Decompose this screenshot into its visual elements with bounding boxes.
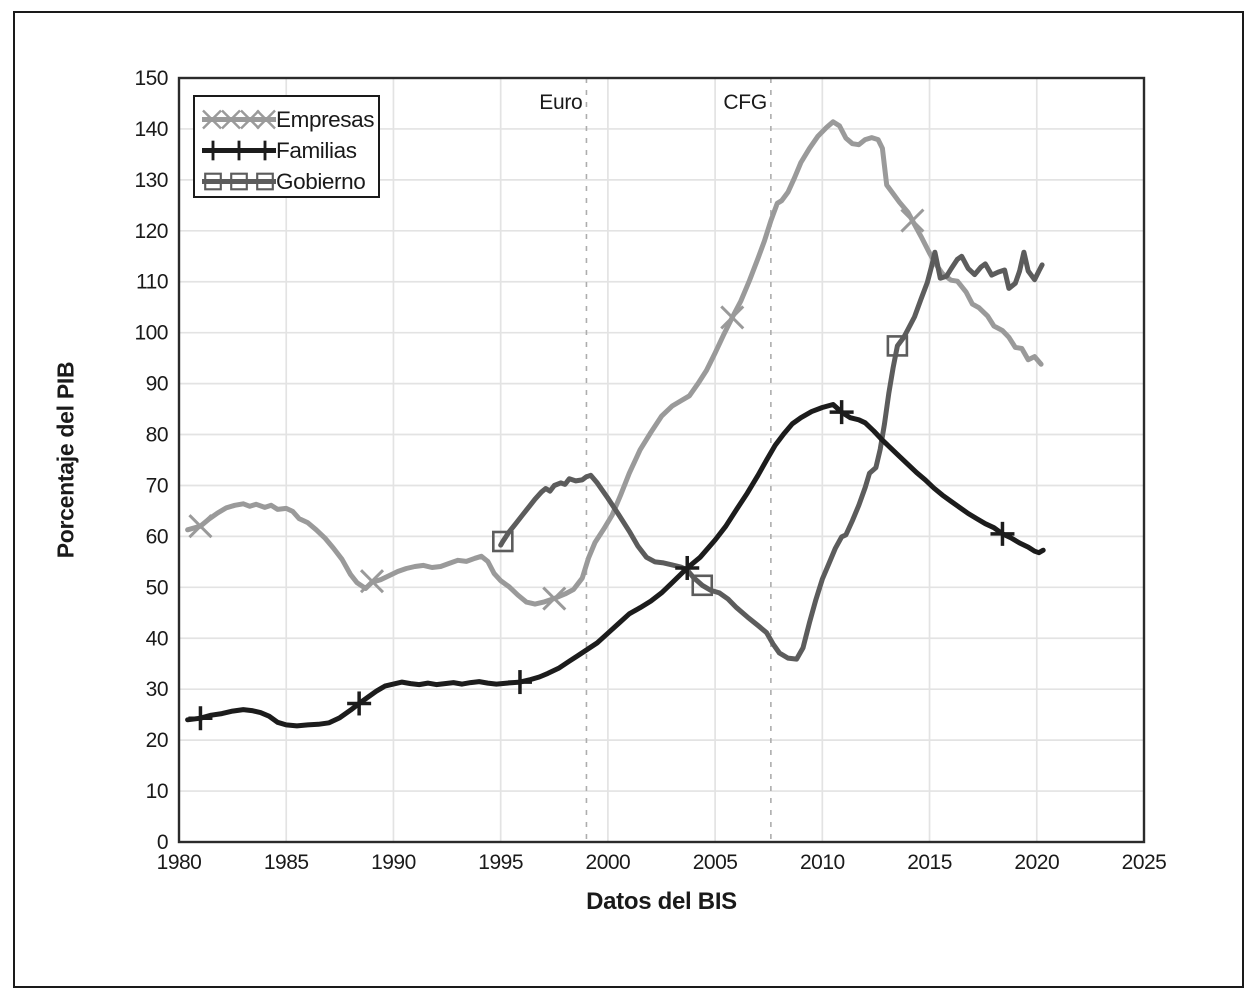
marker-plus xyxy=(675,555,700,580)
x-tick-label-2010: 2010 xyxy=(800,851,845,874)
x-marker-swatch-icon xyxy=(202,109,276,130)
series-markers-gobierno xyxy=(492,335,909,597)
marker-square xyxy=(492,530,514,553)
y-tick-label-90: 90 xyxy=(146,373,168,396)
marker-x xyxy=(542,586,567,611)
y-tick-label-30: 30 xyxy=(146,678,168,701)
series-line-familias xyxy=(185,402,1046,729)
marker-square xyxy=(691,574,714,597)
y-tick-label-70: 70 xyxy=(146,474,168,497)
y-tick-label-130: 130 xyxy=(134,169,168,192)
legend-label: Gobierno xyxy=(276,169,366,194)
series-markers-empresas xyxy=(188,208,925,611)
x-tick-label-1980: 1980 xyxy=(157,851,202,874)
y-tick-label-110: 110 xyxy=(136,271,168,294)
x-tick-label-1985: 1985 xyxy=(264,851,309,874)
event-label-cfg: CFG xyxy=(723,91,766,114)
y-tick-label-80: 80 xyxy=(146,424,168,447)
marker-x xyxy=(359,569,385,594)
y-axis-title: Porcentaje del PIB xyxy=(52,361,79,559)
marker-plus xyxy=(829,400,854,425)
x-tick-label-2015: 2015 xyxy=(907,851,952,874)
legend-item-gobierno: Gobierno xyxy=(195,166,378,197)
y-tick-label-50: 50 xyxy=(146,576,168,599)
legend: Empresas Familias Gobierno xyxy=(193,95,380,198)
x-tick-label-1990: 1990 xyxy=(371,851,416,874)
x-tick-label-2025: 2025 xyxy=(1122,851,1167,874)
legend-item-familias: Familias xyxy=(195,135,378,166)
marker-plus xyxy=(507,670,532,695)
y-tick-label-150: 150 xyxy=(134,67,168,90)
marker-x xyxy=(188,514,213,539)
x-axis-title: Datos del BIS xyxy=(586,888,737,915)
marker-plus xyxy=(990,521,1015,546)
y-tick-label-120: 120 xyxy=(134,220,168,243)
y-tick-label-0: 0 xyxy=(157,831,168,854)
legend-item-empresas: Empresas xyxy=(195,104,378,135)
x-tick-label-2020: 2020 xyxy=(1014,851,1059,874)
marker-x xyxy=(900,208,925,233)
square-marker-swatch-icon xyxy=(202,172,276,191)
series-markers-familias xyxy=(188,400,1015,731)
event-label-euro: Euro xyxy=(539,91,582,114)
x-tick-label-2005: 2005 xyxy=(693,851,738,874)
x-tick-label-1995: 1995 xyxy=(478,851,523,874)
marker-plus xyxy=(347,691,372,716)
marker-plus xyxy=(188,706,213,731)
y-tick-label-60: 60 xyxy=(146,525,168,548)
plus-marker-swatch-icon xyxy=(202,140,276,161)
series-line-gobierno xyxy=(498,249,1045,662)
plot-border xyxy=(177,76,1146,844)
legend-label: Empresas xyxy=(276,107,375,132)
y-tick-label-10: 10 xyxy=(146,780,168,803)
y-tick-label-20: 20 xyxy=(146,729,168,752)
marker-x xyxy=(720,305,745,330)
x-tick-label-2000: 2000 xyxy=(586,851,631,874)
marker-square xyxy=(886,335,909,357)
y-tick-label-100: 100 xyxy=(134,322,168,345)
legend-label: Familias xyxy=(276,138,357,163)
y-tick-label-140: 140 xyxy=(134,118,168,141)
y-tick-label-40: 40 xyxy=(146,627,168,650)
